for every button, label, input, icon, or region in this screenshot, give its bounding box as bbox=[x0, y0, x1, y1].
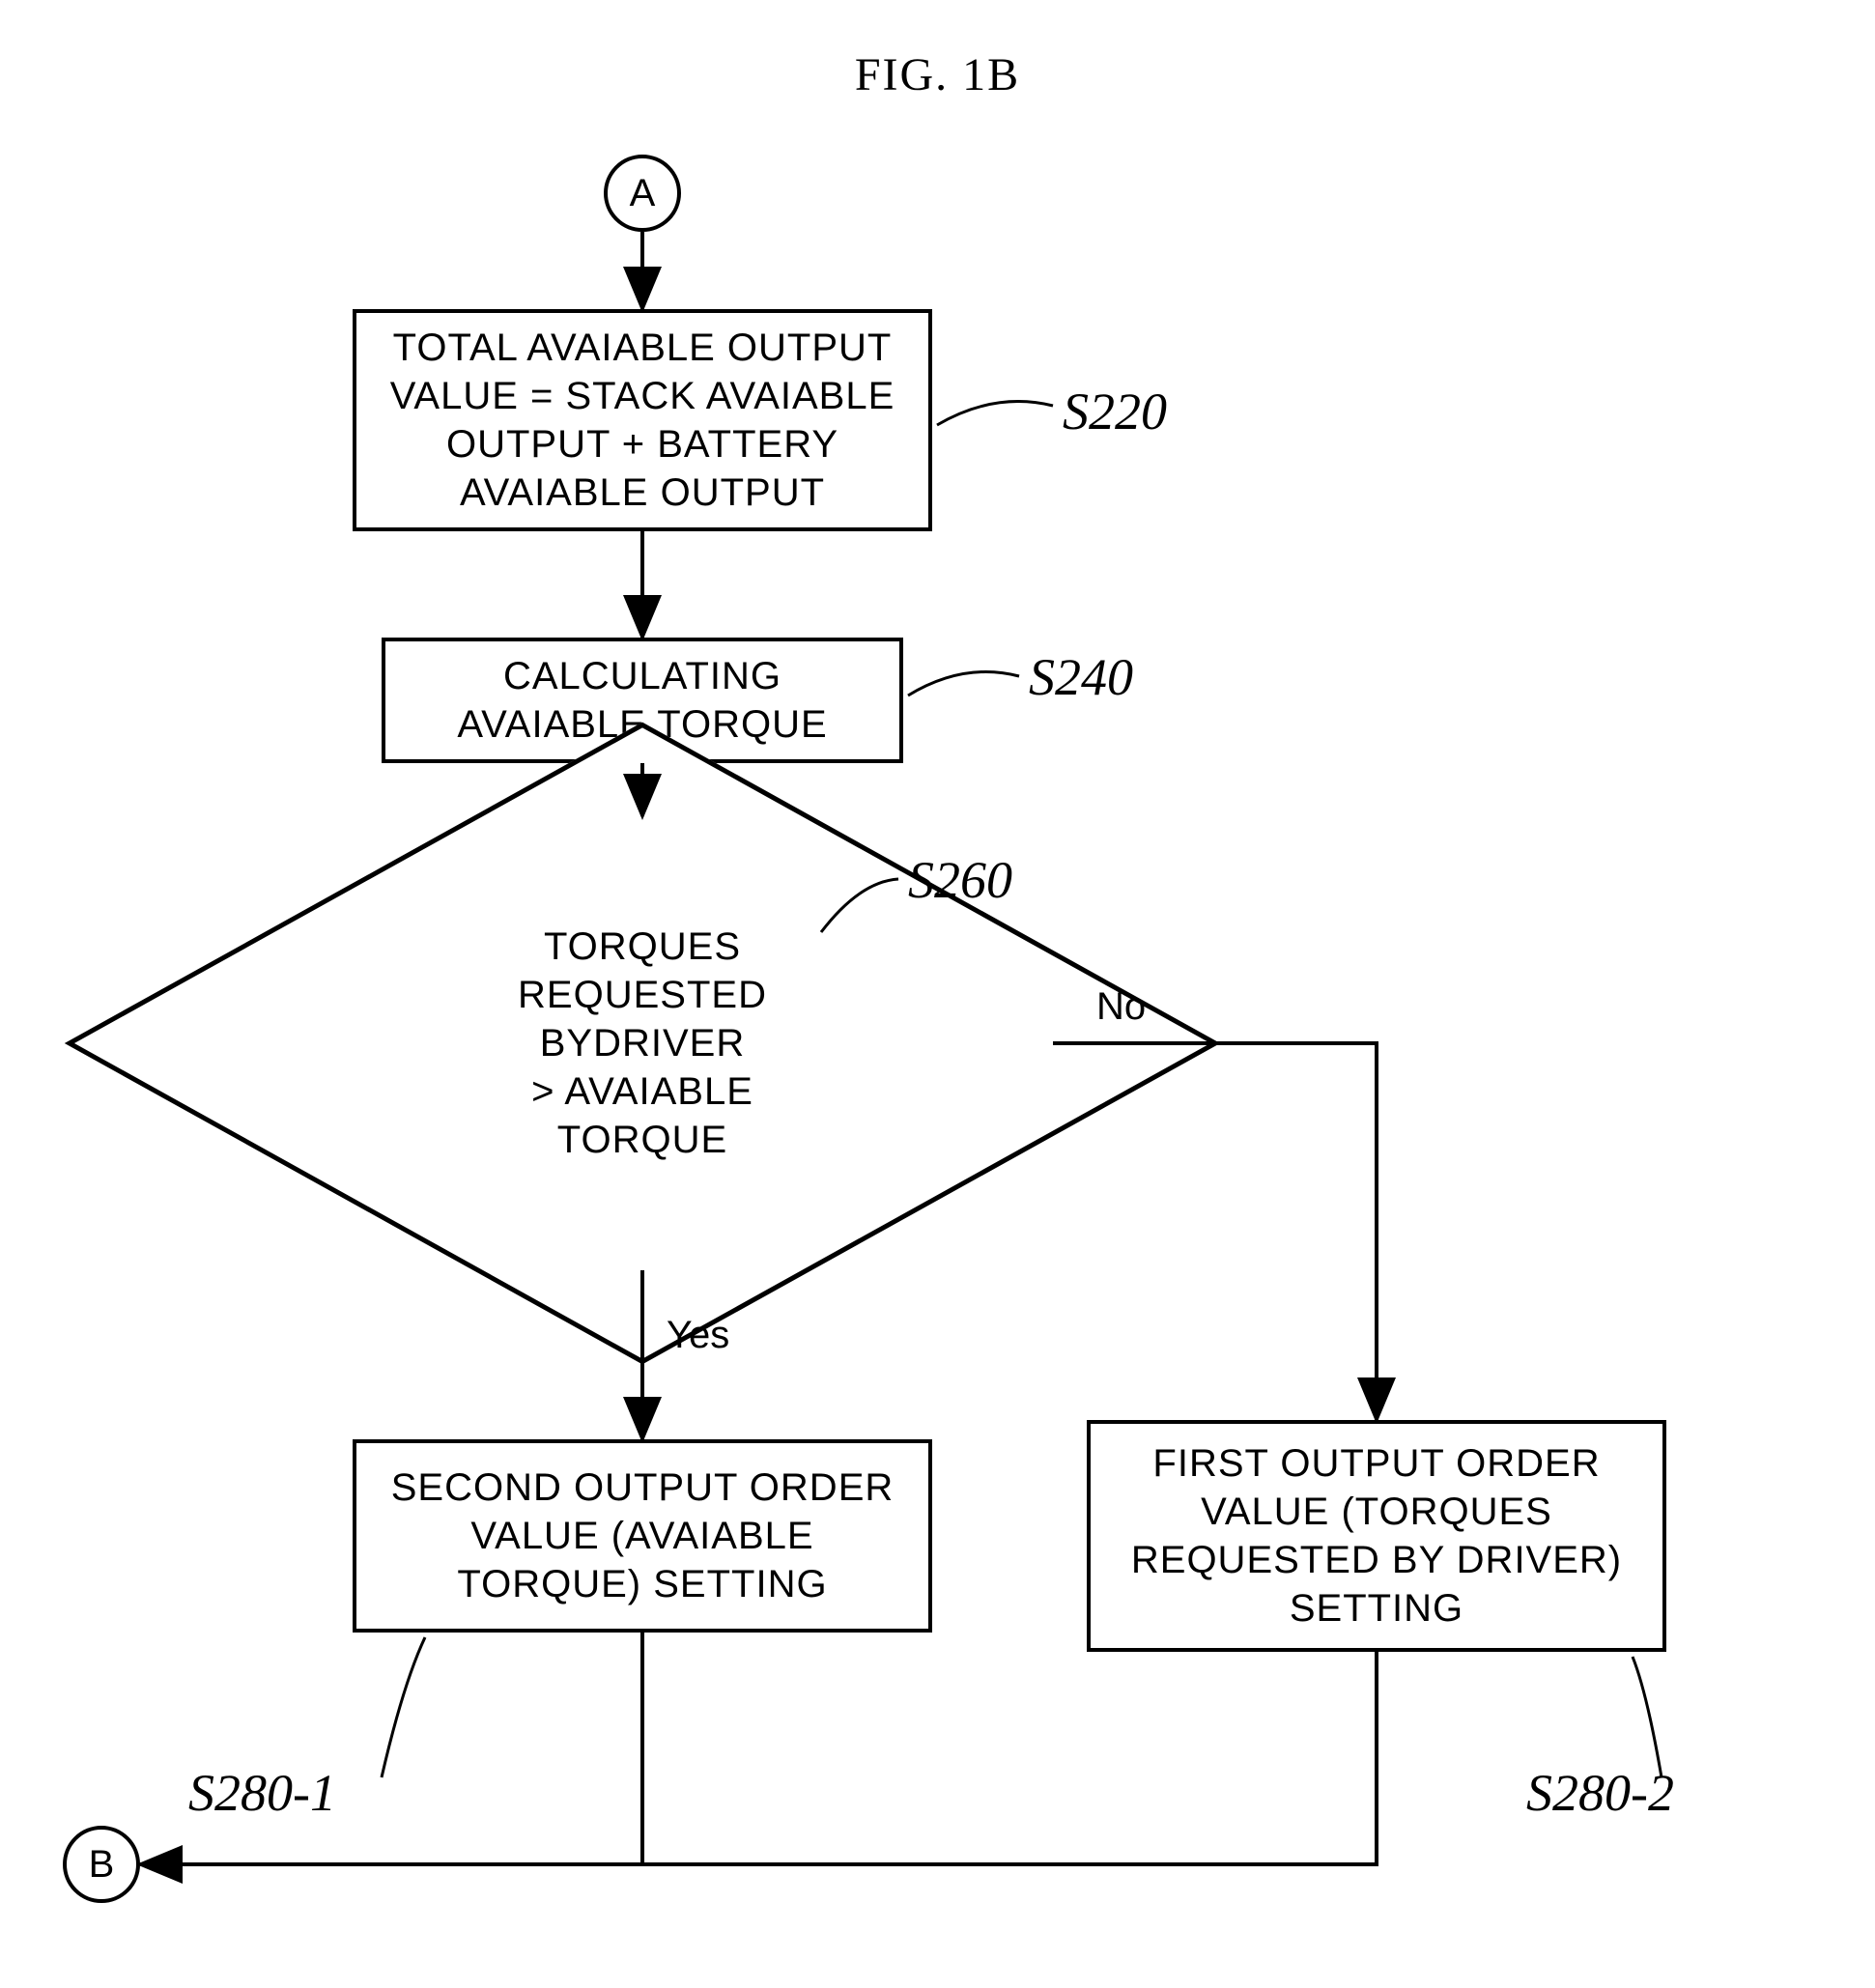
leader-S280_1 bbox=[382, 1637, 425, 1777]
connector-a-text: A bbox=[630, 169, 656, 217]
decision-s260-text: TORQUES REQUESTED BYDRIVER > AVAIABLE TO… bbox=[415, 816, 869, 1270]
connector-b: B bbox=[63, 1826, 140, 1903]
connector-a: A bbox=[604, 155, 681, 232]
label-s260: S260 bbox=[908, 850, 1012, 910]
figure-title: FIG. 1B bbox=[855, 48, 1020, 101]
leader-S220 bbox=[937, 402, 1053, 426]
leader-S240 bbox=[908, 672, 1019, 696]
process-s220: TOTAL AVAIABLE OUTPUT VALUE = STACK AVAI… bbox=[353, 309, 932, 531]
process-s220-text: TOTAL AVAIABLE OUTPUT VALUE = STACK AVAI… bbox=[390, 324, 895, 517]
decision-s260: TORQUES REQUESTED BYDRIVER > AVAIABLE TO… bbox=[415, 816, 869, 1270]
process-s280-2-text: FIRST OUTPUT ORDER VALUE (TORQUES REQUES… bbox=[1131, 1439, 1622, 1633]
process-s280-1: SECOND OUTPUT ORDER VALUE (AVAIABLE TORQ… bbox=[353, 1439, 932, 1633]
label-s280-1: S280-1 bbox=[188, 1763, 336, 1823]
edge-S280_2_box-join bbox=[642, 1652, 1377, 1864]
leader-S280_2 bbox=[1633, 1657, 1662, 1777]
label-s280-2: S280-2 bbox=[1526, 1763, 1674, 1823]
label-s220: S220 bbox=[1063, 382, 1167, 441]
process-s280-1-text: SECOND OUTPUT ORDER VALUE (AVAIABLE TORQ… bbox=[391, 1463, 895, 1608]
process-s280-2: FIRST OUTPUT ORDER VALUE (TORQUES REQUES… bbox=[1087, 1420, 1666, 1652]
label-s240: S240 bbox=[1029, 647, 1133, 707]
edge-label-no: No bbox=[1096, 985, 1146, 1029]
edge-label-yes: Yes bbox=[667, 1314, 729, 1357]
connector-b-text: B bbox=[89, 1840, 115, 1889]
